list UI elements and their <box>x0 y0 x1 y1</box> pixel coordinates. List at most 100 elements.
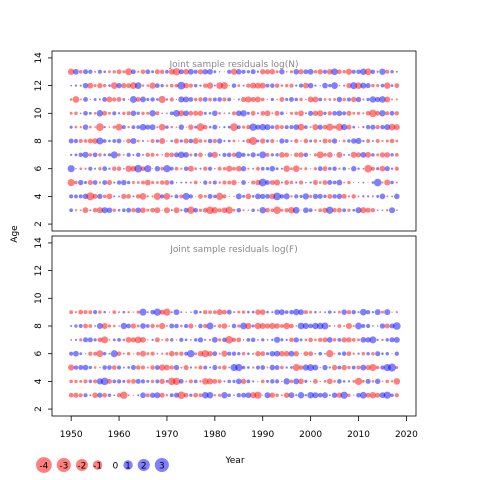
residual-bubble <box>83 180 88 185</box>
residual-bubble <box>369 96 377 103</box>
residual-bubble <box>293 378 300 385</box>
residual-bubble <box>96 110 104 117</box>
residual-bubble <box>196 123 205 131</box>
y-tick-label: 4 <box>34 193 44 199</box>
residual-bubble <box>122 366 125 369</box>
residual-bubble <box>290 154 293 156</box>
residual-bubble <box>93 310 98 315</box>
residual-bubble <box>178 151 185 159</box>
residual-bubble <box>341 351 347 356</box>
residual-bubble <box>74 338 78 341</box>
residual-bubble <box>70 324 73 328</box>
x-tick-label: 1980 <box>203 430 226 440</box>
residual-bubble <box>393 322 401 330</box>
residual-bubble <box>126 152 131 157</box>
residual-bubble <box>246 124 251 130</box>
residual-bubble <box>289 337 294 343</box>
residual-bubble <box>255 124 261 130</box>
residual-bubble <box>309 310 313 314</box>
residual-bubble <box>279 69 285 75</box>
residual-bubble <box>112 379 117 384</box>
residual-bubble <box>240 110 247 117</box>
residual-bubble <box>122 70 126 74</box>
residual-bubble <box>166 112 168 115</box>
residual-bubble <box>107 324 112 328</box>
residual-bubble <box>121 179 127 186</box>
residual-bubble <box>246 83 251 88</box>
residual-bubble <box>294 138 299 144</box>
residual-bubble <box>385 379 390 384</box>
residual-bubble <box>79 352 83 356</box>
residual-bubble <box>140 392 146 399</box>
residual-bubble <box>223 380 226 383</box>
residual-bubble <box>371 195 375 198</box>
residual-bubble <box>333 325 336 327</box>
residual-bubble <box>259 309 266 315</box>
residual-bubble <box>222 365 227 370</box>
residual-bubble <box>376 209 379 212</box>
residual-bubble <box>384 179 391 186</box>
residual-bubble <box>69 125 73 129</box>
residual-bubble <box>170 338 174 342</box>
residual-bubble <box>336 392 343 398</box>
residual-bubble <box>303 351 309 357</box>
residual-bubble <box>365 207 371 213</box>
residual-bubble <box>385 351 389 356</box>
residual-bubble <box>371 181 375 184</box>
residual-bubble <box>312 364 319 371</box>
residual-bubble <box>221 392 228 399</box>
residual-bubble <box>159 69 165 74</box>
residual-bubble <box>194 366 197 369</box>
residual-bubble <box>149 110 156 117</box>
residual-bubble <box>295 325 297 327</box>
residual-bubble <box>375 124 380 130</box>
residual-bubble <box>280 84 284 87</box>
residual-bubble <box>280 365 284 370</box>
residual-bubble <box>312 110 319 116</box>
residual-bubble <box>394 111 400 116</box>
residual-bubble <box>288 392 295 399</box>
residual-bubble <box>257 380 259 383</box>
residual-bubble <box>338 167 341 170</box>
residual-bubble <box>375 365 380 370</box>
residual-bubble <box>126 180 131 185</box>
residual-bubbles <box>67 68 400 214</box>
residual-bubble <box>79 167 83 170</box>
residual-bubble <box>357 126 360 128</box>
residual-bubble <box>70 338 73 341</box>
residual-bubble <box>92 180 98 185</box>
residual-bubble <box>74 324 78 328</box>
residual-bubble <box>356 69 361 75</box>
residual-bubble <box>211 336 218 343</box>
residual-bubble <box>326 68 333 75</box>
residual-bubble <box>184 338 188 342</box>
residual-bubble <box>140 323 146 329</box>
residual-bubble <box>107 111 111 115</box>
residual-bubble <box>208 111 212 115</box>
residual-bubble <box>187 165 194 172</box>
residual-bubble <box>351 337 356 342</box>
residual-bubble <box>155 324 159 328</box>
residual-bubble <box>102 166 108 172</box>
residual-bubble <box>183 152 189 158</box>
residual-bubble <box>211 151 218 158</box>
residual-bubble <box>359 308 367 316</box>
residual-bubble <box>116 393 122 398</box>
residual-bubble <box>75 168 77 170</box>
residual-bubble <box>284 310 289 314</box>
residual-bubble <box>218 153 221 156</box>
residual-bubble <box>260 193 266 200</box>
residual-bubble <box>256 70 260 73</box>
residual-bubble <box>251 310 255 314</box>
residual-bubble <box>126 83 132 89</box>
residual-bubble <box>285 83 289 88</box>
residual-bubble <box>127 98 130 101</box>
residual-bubble <box>161 112 163 115</box>
residual-bubble <box>293 308 300 316</box>
residual-bubble <box>346 337 352 343</box>
residual-bubble <box>317 166 323 172</box>
residual-bubble <box>78 152 83 158</box>
residual-bubble <box>69 310 74 315</box>
residual-bubble <box>251 180 256 185</box>
residual-bubble <box>376 84 380 88</box>
